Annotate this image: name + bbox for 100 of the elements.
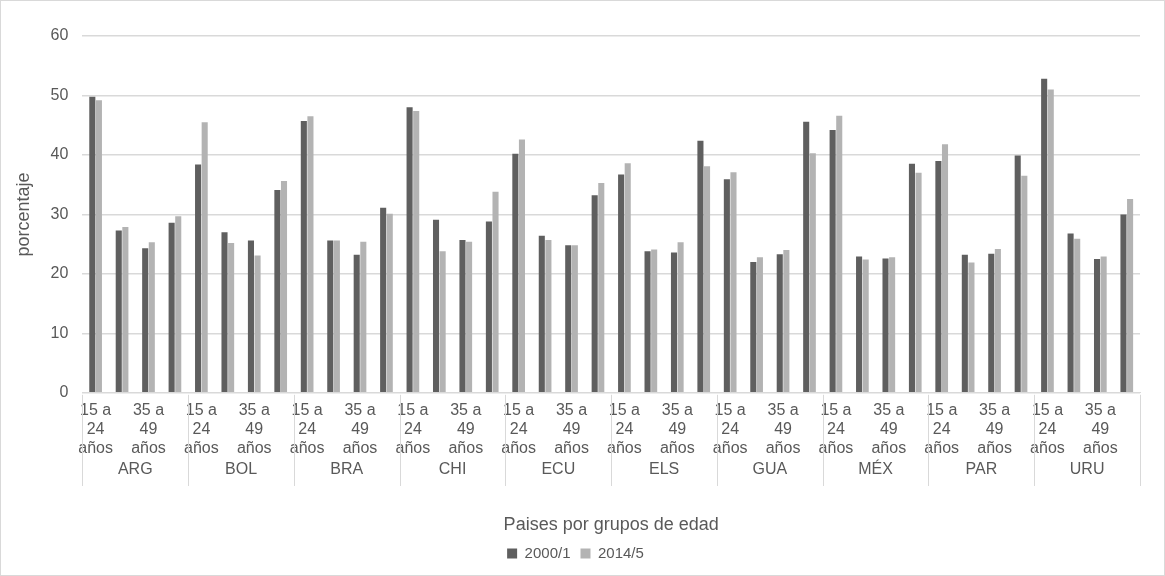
x-tick-label: 35 a 49 años (236, 400, 272, 457)
bar (591, 195, 598, 393)
bar (380, 207, 387, 393)
bar (492, 191, 499, 393)
bar (148, 242, 155, 393)
bar (968, 262, 975, 393)
bar (307, 116, 314, 393)
x-tick-label: 35 a 49 años (1082, 400, 1118, 457)
bar (406, 107, 413, 393)
text: PAR (965, 460, 998, 478)
x-tick-label: 35 a 49 años (131, 400, 166, 457)
text: MÉX (858, 459, 894, 478)
y-tick-label: 60 (50, 26, 69, 44)
bar (1074, 238, 1081, 393)
bar (1120, 214, 1127, 393)
bar (512, 153, 519, 393)
bar (644, 251, 651, 393)
bar (518, 139, 525, 393)
x-tick-label: 35 a 49 años (871, 400, 907, 457)
bar (862, 259, 869, 393)
bar (908, 163, 915, 393)
bar (941, 144, 949, 393)
x-tick-label: 15 a 24 años (395, 400, 431, 457)
legend-label: 2000/1 (524, 543, 571, 561)
bar (439, 251, 446, 393)
bar (856, 256, 863, 393)
bar (935, 160, 942, 393)
bar (247, 240, 254, 393)
bar (274, 190, 281, 393)
bar (201, 122, 208, 393)
bar (228, 242, 235, 393)
bar (221, 232, 228, 393)
bar (677, 242, 684, 393)
bar (670, 252, 678, 393)
text: CHI (438, 460, 467, 478)
y-tick-label: 10 (50, 323, 69, 341)
bar (1014, 155, 1021, 393)
bar (598, 182, 605, 393)
bar (756, 257, 763, 393)
bar (723, 179, 730, 393)
x-tick-label: 35 a 49 años (448, 400, 484, 457)
bar (994, 248, 1001, 393)
x-tick-label: 15 a 24 años (818, 400, 854, 457)
bar (413, 110, 420, 393)
x-axis-title: Paises por grupos de edad (503, 514, 719, 535)
bar (1127, 198, 1134, 393)
bar (386, 213, 393, 393)
bar (618, 174, 625, 393)
bar (168, 222, 175, 393)
x-tick-label: 15 a 24 años (712, 400, 748, 457)
bar (175, 216, 182, 393)
bar (836, 115, 843, 393)
bar (327, 240, 334, 393)
bar (115, 230, 122, 393)
bar (730, 172, 737, 393)
x-tick-label: 35 a 49 años (977, 400, 1012, 457)
text: ARG (117, 460, 153, 478)
text: ELS (648, 460, 680, 478)
bar (1093, 259, 1101, 393)
bar (889, 257, 896, 393)
bar (803, 121, 810, 393)
bar (195, 164, 202, 393)
x-tick-label: 15 a 24 años (289, 400, 325, 457)
text: BOL (225, 460, 258, 478)
bar (624, 163, 631, 393)
bar (776, 254, 783, 393)
bar (300, 121, 307, 393)
bar (89, 96, 96, 393)
bar (1100, 256, 1107, 393)
bar (122, 226, 129, 393)
bar (961, 254, 968, 393)
bar (432, 219, 440, 393)
x-tick-label: 35 a 49 años (659, 400, 695, 457)
x-tick-label: 35 a 49 años (342, 400, 378, 457)
bar (545, 239, 552, 393)
bar (571, 245, 578, 393)
bar (882, 258, 889, 393)
bar (254, 255, 261, 393)
y-axis-title: porcentaje (12, 172, 33, 257)
bar (988, 253, 995, 393)
text: URU (1069, 460, 1105, 478)
bar (353, 254, 360, 393)
bar (1067, 233, 1074, 393)
bar (538, 235, 545, 393)
x-tick-label: 35 a 49 años (554, 400, 589, 457)
legend-label: 2014/5 (598, 543, 644, 561)
bar (360, 241, 367, 393)
y-tick-label: 30 (50, 204, 69, 222)
bar (783, 250, 790, 393)
text: GUA (752, 460, 788, 478)
bar (280, 181, 288, 393)
bar (915, 172, 922, 393)
bar (333, 240, 340, 393)
bar (565, 245, 572, 393)
y-tick-label: 40 (50, 145, 69, 163)
bar (142, 248, 149, 393)
bar (809, 153, 816, 393)
bar (466, 241, 473, 393)
y-tick-label: 0 (59, 383, 69, 401)
bar (829, 129, 836, 393)
